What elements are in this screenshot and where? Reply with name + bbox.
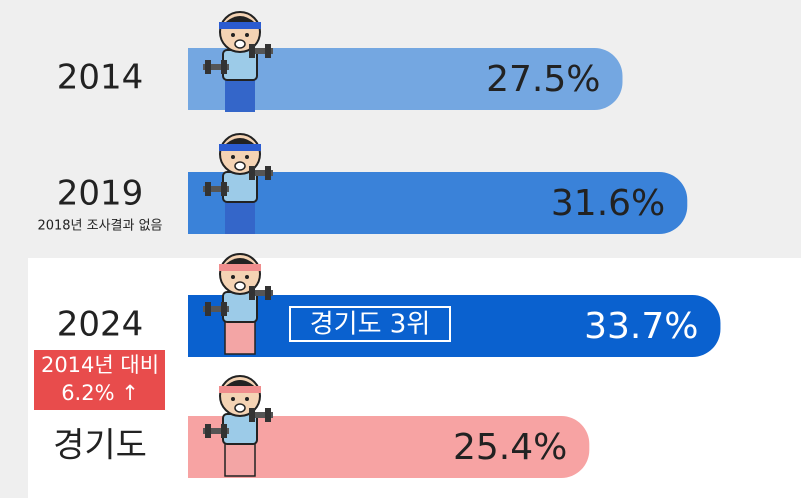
value-label: 27.5% [486,59,600,100]
bar [188,48,623,110]
value-label: 31.6% [551,183,665,224]
bar [188,416,590,478]
annotation: 6.2% ↑ [61,381,139,405]
annotation: 경기도 3위 [310,310,431,340]
annotation: 2018년 조사결과 없음 [37,219,162,234]
category-label: 2024 [57,305,144,345]
value-label: 25.4% [453,427,567,468]
change-box [34,350,165,410]
category-label: 경기도 [53,426,147,466]
annotation: 2014년 대비 [41,353,159,377]
category-label: 2019 [57,174,144,214]
bar [188,172,688,235]
rank-box [289,306,451,342]
category-label: 2014 [57,58,144,98]
value-label: 33.7% [584,306,698,347]
